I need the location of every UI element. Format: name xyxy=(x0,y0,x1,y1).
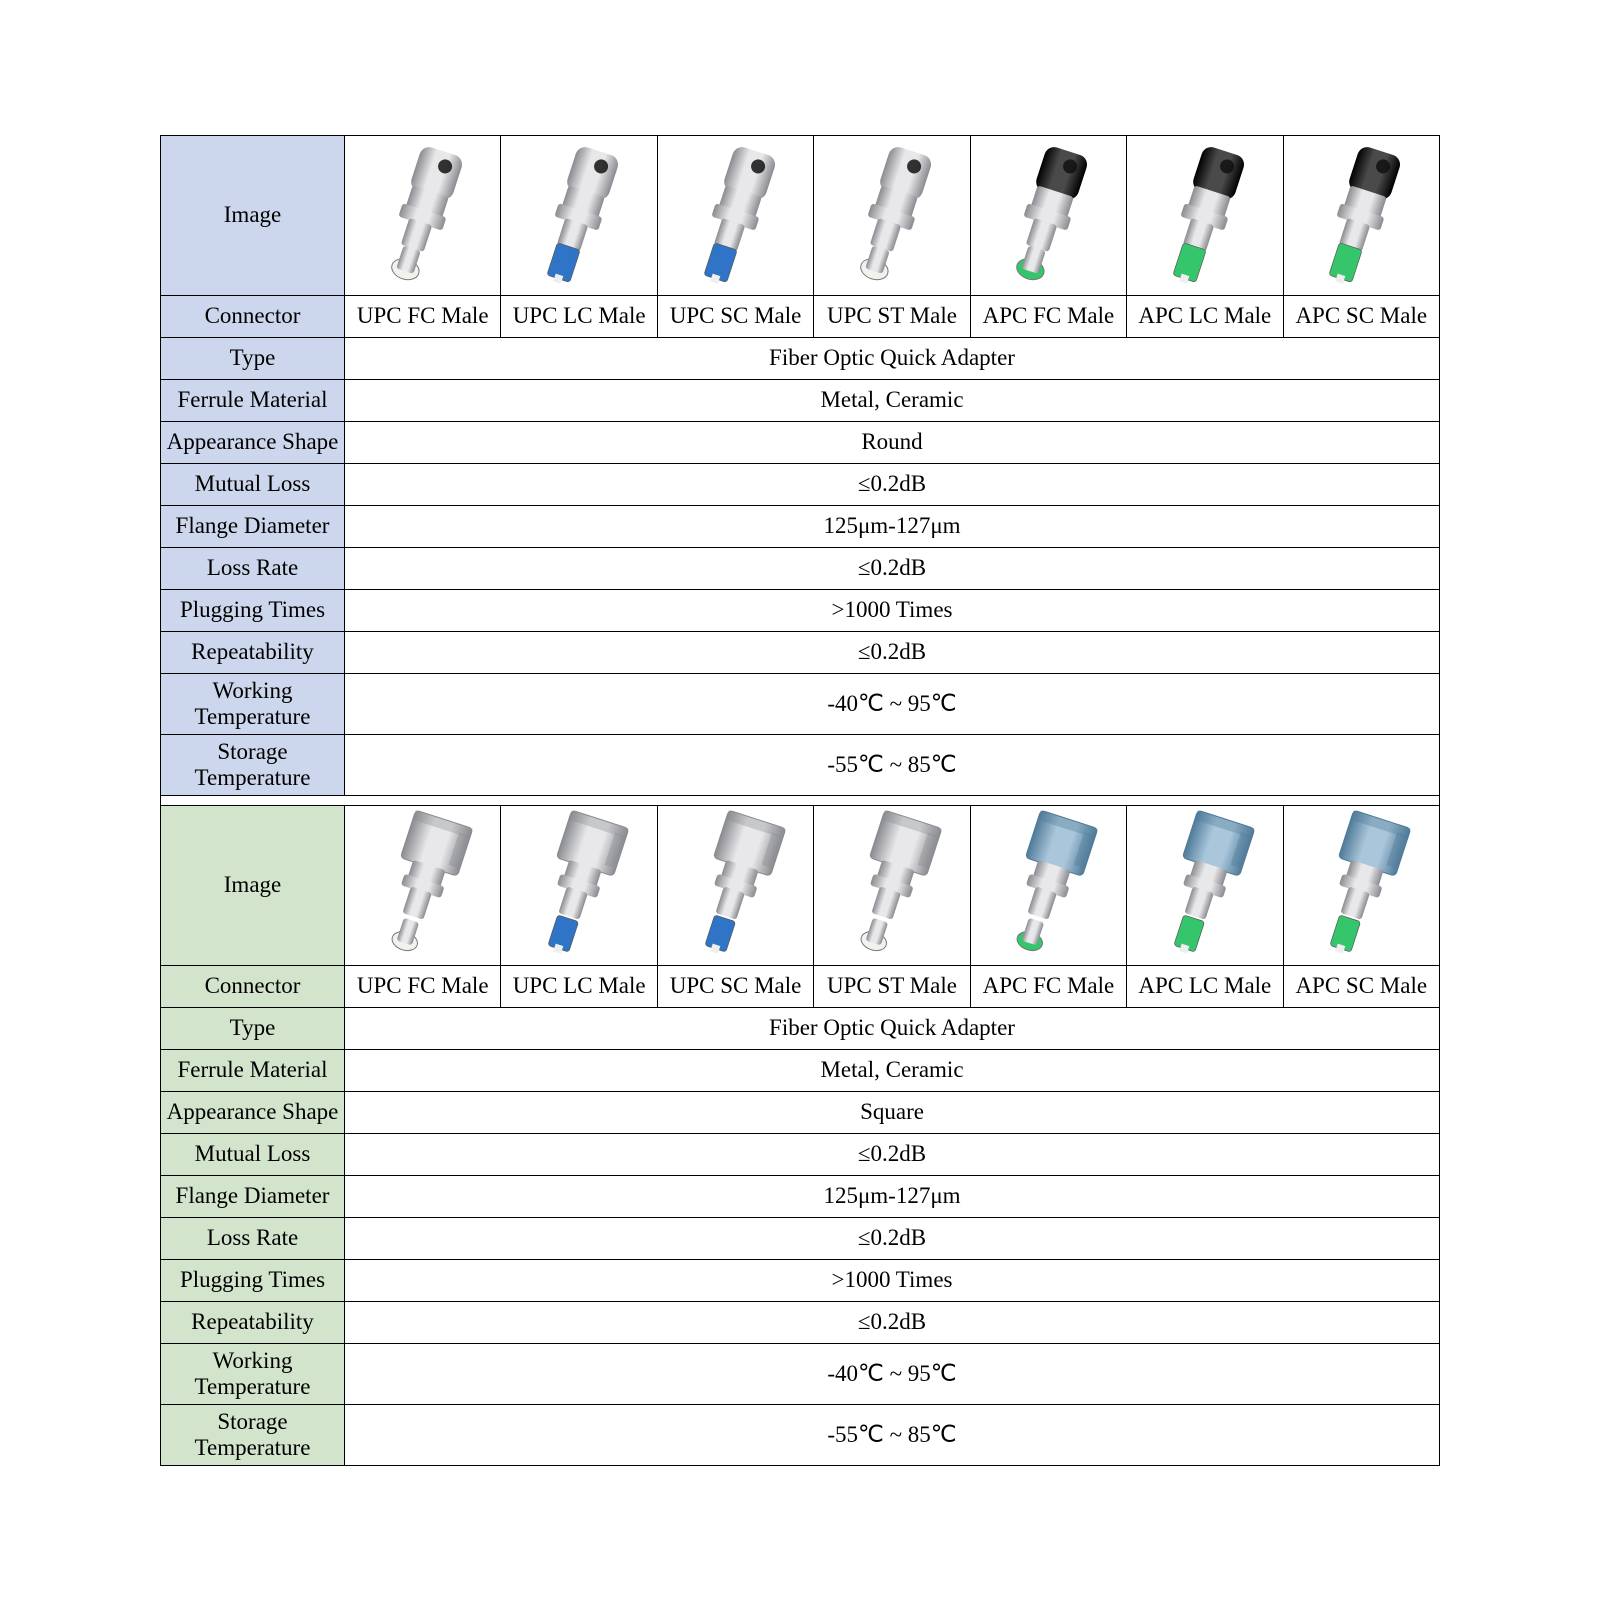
s2-img-3 xyxy=(814,805,970,965)
s2-img-5 xyxy=(1127,805,1283,965)
s1-img-6 xyxy=(1283,135,1439,295)
s2-img-1 xyxy=(501,805,657,965)
s2-conn-5: APC LC Male xyxy=(1127,965,1283,1007)
section-divider xyxy=(161,795,1440,805)
s1-conn-0: UPC FC Male xyxy=(345,295,501,337)
s1-conn-1: UPC LC Male xyxy=(501,295,657,337)
s1-ferrule-label: Ferrule Material xyxy=(161,379,345,421)
s2-shape-label: Appearance Shape xyxy=(161,1091,345,1133)
s1-stortemp-val: -55℃ ~ 85℃ xyxy=(345,734,1440,795)
s2-plugging-label: Plugging Times xyxy=(161,1259,345,1301)
s1-img-4 xyxy=(970,135,1126,295)
s1-connector-label: Connector xyxy=(161,295,345,337)
s1-img-1 xyxy=(501,135,657,295)
s1-conn-2: UPC SC Male xyxy=(657,295,813,337)
s2-ferrule-label: Ferrule Material xyxy=(161,1049,345,1091)
s1-conn-5: APC LC Male xyxy=(1127,295,1283,337)
s2-conn-1: UPC LC Male xyxy=(501,965,657,1007)
s2-repeat-val: ≤0.2dB xyxy=(345,1301,1440,1343)
s1-ferrule-val: Metal, Ceramic xyxy=(345,379,1440,421)
s1-conn-4: APC FC Male xyxy=(970,295,1126,337)
s1-worktemp-label: Working Temperature xyxy=(161,673,345,734)
s2-conn-2: UPC SC Male xyxy=(657,965,813,1007)
s1-repeat-label: Repeatability xyxy=(161,631,345,673)
s2-img-0 xyxy=(345,805,501,965)
s1-lossrate-val: ≤0.2dB xyxy=(345,547,1440,589)
s2-conn-3: UPC ST Male xyxy=(814,965,970,1007)
s2-img-4 xyxy=(970,805,1126,965)
s2-worktemp-label: Working Temperature xyxy=(161,1343,345,1404)
s1-flange-label: Flange Diameter xyxy=(161,505,345,547)
spec-table: Image xyxy=(160,135,1440,1466)
s2-stortemp-label: Storage Temperature xyxy=(161,1404,345,1465)
s2-type-label: Type xyxy=(161,1007,345,1049)
s2-conn-6: APC SC Male xyxy=(1283,965,1439,1007)
s2-conn-4: APC FC Male xyxy=(970,965,1126,1007)
s2-img-6 xyxy=(1283,805,1439,965)
s2-shape-val: Square xyxy=(345,1091,1440,1133)
s2-img-2 xyxy=(657,805,813,965)
s2-ferrule-val: Metal, Ceramic xyxy=(345,1049,1440,1091)
s2-conn-0: UPC FC Male xyxy=(345,965,501,1007)
s1-worktemp-val: -40℃ ~ 95℃ xyxy=(345,673,1440,734)
s1-plugging-label: Plugging Times xyxy=(161,589,345,631)
s2-type-val: Fiber Optic Quick Adapter xyxy=(345,1007,1440,1049)
s2-mutual-label: Mutual Loss xyxy=(161,1133,345,1175)
s2-lossrate-label: Loss Rate xyxy=(161,1217,345,1259)
s1-repeat-val: ≤0.2dB xyxy=(345,631,1440,673)
s1-img-0 xyxy=(345,135,501,295)
s1-type-label: Type xyxy=(161,337,345,379)
s2-repeat-label: Repeatability xyxy=(161,1301,345,1343)
s2-stortemp-val: -55℃ ~ 85℃ xyxy=(345,1404,1440,1465)
s2-flange-val: 125μm-127μm xyxy=(345,1175,1440,1217)
s1-plugging-val: >1000 Times xyxy=(345,589,1440,631)
s2-flange-label: Flange Diameter xyxy=(161,1175,345,1217)
s1-mutual-val: ≤0.2dB xyxy=(345,463,1440,505)
s1-image-label: Image xyxy=(161,135,345,295)
s1-conn-3: UPC ST Male xyxy=(814,295,970,337)
s1-img-5 xyxy=(1127,135,1283,295)
s2-image-label: Image xyxy=(161,805,345,965)
s1-img-2 xyxy=(657,135,813,295)
s1-lossrate-label: Loss Rate xyxy=(161,547,345,589)
s1-conn-6: APC SC Male xyxy=(1283,295,1439,337)
s2-lossrate-val: ≤0.2dB xyxy=(345,1217,1440,1259)
s2-worktemp-val: -40℃ ~ 95℃ xyxy=(345,1343,1440,1404)
s1-img-3 xyxy=(814,135,970,295)
s2-mutual-val: ≤0.2dB xyxy=(345,1133,1440,1175)
s1-shape-val: Round xyxy=(345,421,1440,463)
s1-stortemp-label: Storage Temperature xyxy=(161,734,345,795)
s2-plugging-val: >1000 Times xyxy=(345,1259,1440,1301)
s1-mutual-label: Mutual Loss xyxy=(161,463,345,505)
s2-connector-label: Connector xyxy=(161,965,345,1007)
s1-flange-val: 125μm-127μm xyxy=(345,505,1440,547)
s1-shape-label: Appearance Shape xyxy=(161,421,345,463)
s1-type-val: Fiber Optic Quick Adapter xyxy=(345,337,1440,379)
